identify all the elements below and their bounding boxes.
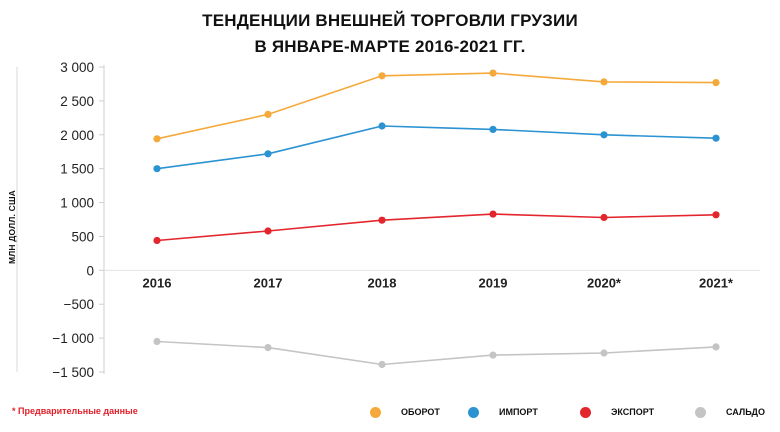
data-point-import: [712, 134, 720, 142]
data-point-export: [378, 216, 386, 224]
data-point-turnover: [264, 110, 272, 118]
data-point-turnover: [712, 79, 720, 87]
data-point-turnover: [489, 69, 497, 77]
legend-item-import: ИМПОРТ: [468, 402, 538, 422]
y-tick-label: 0: [86, 263, 94, 278]
legend-label-balance: САЛЬДО: [726, 407, 765, 417]
data-point-import: [600, 131, 608, 139]
chart-title-line2: В ЯНВАРЕ-МАРТЕ 2016-2021 ГГ.: [254, 37, 526, 56]
y-tick-label: 2 500: [60, 94, 94, 109]
data-point-export: [600, 213, 608, 222]
data-point-import: [153, 165, 161, 173]
series-line-export: [156, 213, 717, 242]
y-tick-label: 500: [71, 229, 94, 244]
y-tick-label: 2 000: [60, 128, 94, 143]
legend-dot-balance: [695, 406, 706, 418]
x-category-label: 2017: [254, 275, 283, 290]
y-tick-label: 3 000: [60, 60, 94, 75]
x-category-label: 2021*: [699, 275, 734, 290]
legend-item-turnover: ОБОРОТ: [370, 402, 440, 422]
chart-title: ТЕНДЕНЦИИ ВНЕШНЕЙ ТОРГОВЛИ ГРУЗИИ В ЯНВА…: [0, 8, 780, 60]
data-point-balance: [489, 351, 497, 359]
data-point-export: [264, 227, 272, 235]
y-tick-label: 1 000: [60, 196, 94, 211]
legend-dot-turnover: [370, 406, 381, 418]
legend-item-export: ЭКСПОРТ: [580, 402, 654, 422]
y-tick-label: −1 500: [52, 365, 94, 380]
footnote: * Предварительные данные: [12, 406, 138, 416]
legend-label-turnover: ОБОРОТ: [401, 407, 440, 417]
data-point-import: [264, 150, 272, 158]
legend-dot-export: [580, 406, 591, 418]
data-point-balance: [712, 343, 720, 351]
y-tick-label: 1 500: [60, 162, 94, 177]
x-category-label: 2018: [368, 275, 397, 290]
legend-label-import: ИМПОРТ: [499, 407, 538, 417]
data-point-balance: [600, 349, 608, 357]
y-tick-label: −500: [64, 297, 94, 312]
x-category-label: 2020*: [587, 275, 622, 290]
data-point-export: [153, 236, 161, 245]
legend-label-export: ЭКСПОРТ: [611, 407, 655, 417]
data-point-import: [378, 122, 386, 130]
data-point-balance: [153, 337, 161, 346]
data-point-turnover: [600, 78, 608, 86]
series-line-turnover: [156, 72, 717, 140]
data-point-turnover: [378, 72, 386, 80]
series-line-balance: [156, 340, 717, 366]
series-line-import: [156, 125, 717, 170]
data-point-import: [489, 125, 497, 133]
data-point-balance: [264, 344, 272, 352]
chart-title-line1: ТЕНДЕНЦИИ ВНЕШНЕЙ ТОРГОВЛИ ГРУЗИИ: [202, 11, 578, 30]
data-point-export: [489, 210, 497, 218]
legend-item-balance: САЛЬДО: [695, 402, 765, 422]
legend-dot-import: [468, 406, 479, 418]
data-point-balance: [378, 360, 386, 369]
y-tick-label: −1 000: [52, 331, 94, 346]
data-point-export: [712, 211, 720, 219]
x-category-label: 2019: [479, 275, 508, 290]
data-point-turnover: [153, 135, 161, 143]
x-category-label: 2016: [143, 275, 172, 290]
